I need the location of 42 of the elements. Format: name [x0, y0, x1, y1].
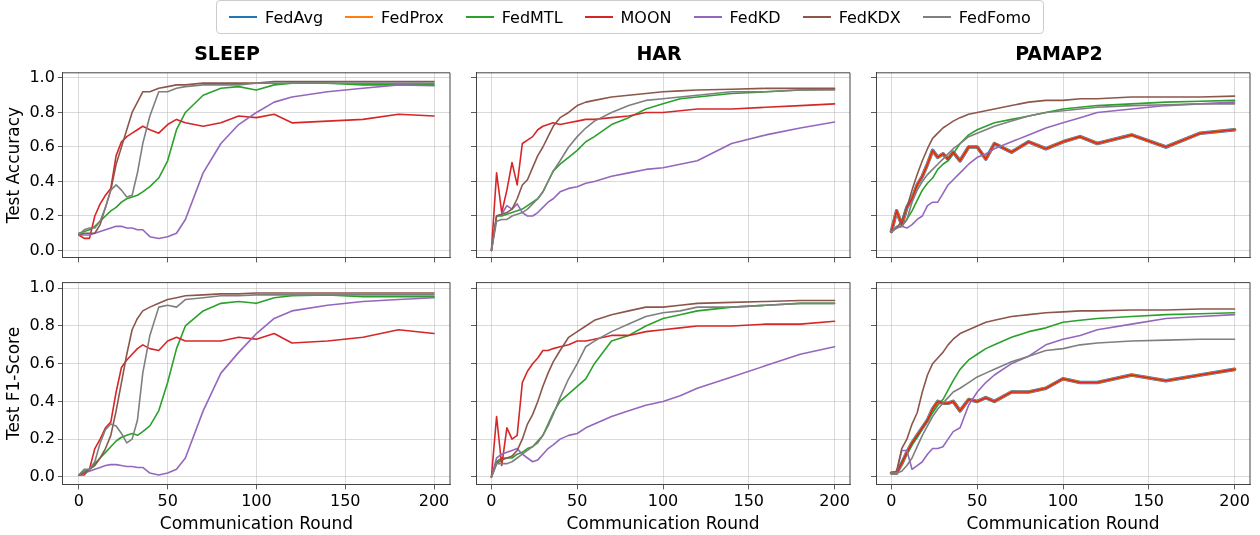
- legend-label: FedMTL: [501, 7, 563, 27]
- legend-label: FedKD: [729, 7, 781, 27]
- x-tick-label: 150: [733, 491, 765, 511]
- y-axis-title: Test Accuracy: [2, 106, 23, 225]
- y-tick-label: 0.6: [29, 136, 55, 156]
- legend-label: FedKDX: [838, 7, 901, 27]
- x-tick-label: 200: [819, 491, 850, 511]
- x-axis-title: Communication Round: [566, 513, 760, 534]
- x-tick-label: 0: [886, 491, 897, 511]
- x-tick-label: 50: [567, 491, 588, 511]
- x-tick-label: 50: [157, 491, 178, 511]
- y-tick-label: 1.0: [29, 277, 55, 297]
- x-tick-label: 200: [1219, 491, 1250, 511]
- chart-title: HAR: [636, 42, 682, 65]
- y-tick-label: 0.8: [29, 101, 55, 121]
- x-tick-label: 0: [73, 491, 84, 511]
- y-axis-title: Test F1-Score: [2, 326, 23, 442]
- x-tick-label: 50: [967, 491, 988, 511]
- y-tick-label: 0.2: [29, 205, 55, 225]
- x-tick-label: 100: [1047, 491, 1079, 511]
- y-tick-label: 0.0: [29, 466, 55, 486]
- x-tick-label: 100: [647, 491, 679, 511]
- y-tick-label: 0.4: [29, 390, 55, 410]
- legend-label: MOON: [620, 7, 672, 27]
- y-tick-label: 0.2: [29, 428, 55, 448]
- y-tick-label: 1.0: [29, 67, 55, 87]
- y-tick-label: 0.4: [29, 170, 55, 190]
- x-tick-label: 200: [418, 491, 450, 511]
- y-tick-label: 0.8: [29, 315, 55, 335]
- x-tick-label: 100: [241, 491, 272, 511]
- x-tick-label: 150: [329, 491, 361, 511]
- x-tick-label: 150: [1133, 491, 1165, 511]
- legend-label: FedAvg: [265, 7, 324, 27]
- y-tick-label: 0.0: [29, 239, 55, 259]
- x-axis-title: Communication Round: [159, 513, 354, 534]
- legend-label: FedProx: [381, 7, 444, 27]
- legend-label: FedFomo: [958, 7, 1031, 27]
- chart-title: SLEEP: [194, 42, 260, 65]
- y-tick-label: 0.6: [29, 352, 55, 372]
- chart-title: PAMAP2: [1015, 42, 1103, 65]
- x-axis-title: Communication Round: [966, 513, 1160, 534]
- x-tick-label: 0: [486, 491, 497, 511]
